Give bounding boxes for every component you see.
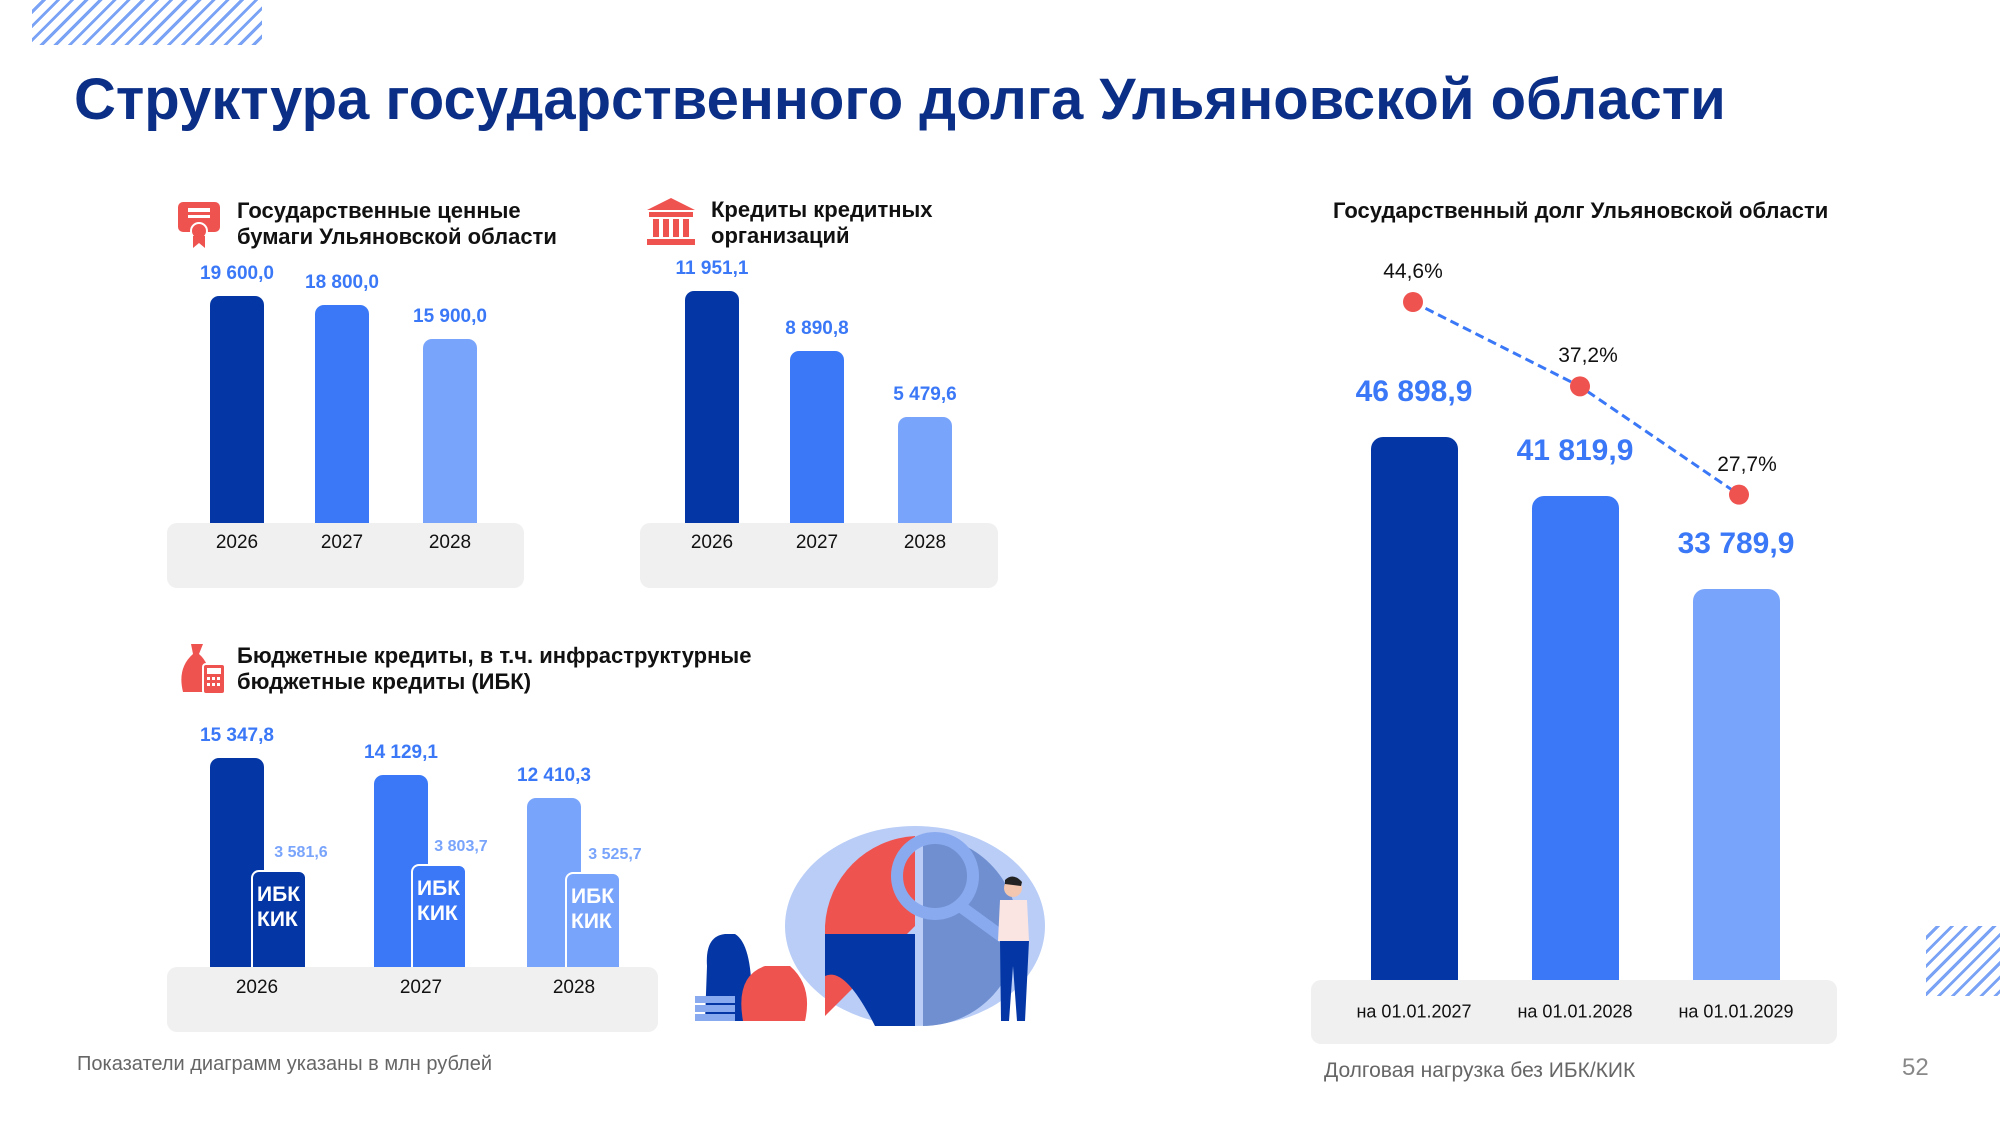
money-bag-calculator-icon: [179, 642, 227, 699]
ibk-kik-value-label: 3 581,6: [274, 844, 328, 862]
chart2-axis-band: [640, 523, 998, 588]
bank-loans-category-label: 2026: [690, 532, 734, 553]
debt-value-label: 46 898,9: [1355, 374, 1473, 408]
debt-load-label: 27,7%: [1717, 452, 1777, 476]
page-number: 52: [1902, 1054, 1929, 1081]
chart4-title: Государственный долг Ульяновской области: [1333, 198, 1829, 223]
budget-loans-value-label: 15 347,8: [200, 725, 274, 747]
securities-value-label: 19 600,0: [200, 262, 274, 284]
debt-category-label: на 01.01.2029: [1678, 1001, 1794, 1022]
securities-value-label: 15 900,0: [413, 305, 487, 327]
chart3-title: Бюджетные кредиты, в т.ч. инфраструктурн…: [237, 643, 752, 694]
chart3-axis-band: [167, 967, 658, 1032]
ibk-kik-value-label: 3 803,7: [434, 838, 488, 856]
debt-value-label: 41 819,9: [1516, 433, 1634, 467]
debt-bar: [1371, 436, 1458, 980]
footnote-debt-load: Долговая нагрузка без ИБК/КИК: [1324, 1059, 1636, 1082]
debt-value-label: 33 789,9: [1677, 526, 1795, 560]
bank-icon: [645, 196, 697, 251]
securities-category-label: 2028: [428, 532, 472, 553]
bank-loans-value-label: 5 479,6: [893, 383, 957, 405]
ibk-kik-bar-text: ИБК: [257, 883, 301, 907]
debt-load-point: [1729, 484, 1749, 505]
ibk-kik-bar-text: ИБК: [571, 884, 615, 908]
page-title: Структура государственного долга Ульянов…: [74, 67, 1726, 132]
decor-hatch-bottom: [1926, 926, 2000, 996]
debt-bar: [1693, 588, 1780, 980]
ibk-kik-bar: ИБК КИК: [251, 870, 307, 967]
chart1-title: Государственные ценные бумаги Ульяновско…: [237, 198, 557, 249]
ibk-kik-bar: ИБК КИК: [411, 864, 467, 967]
securities-bar: [315, 304, 369, 523]
certificate-icon: [176, 198, 222, 253]
chart1-axis-band: [167, 523, 524, 588]
ibk-kik-bar-text: КИК: [571, 909, 612, 933]
budget-loans-category-label: 2028: [552, 977, 596, 998]
bank-loans-value-label: 8 890,8: [785, 317, 849, 339]
budget-loans-value-label: 14 129,1: [364, 741, 438, 763]
ibk-kik-bar-text: КИК: [417, 902, 458, 926]
securities-bar: [423, 338, 477, 523]
bank-loans-bar: [685, 291, 739, 523]
debt-load-label: 44,6%: [1383, 260, 1443, 283]
debt-category-label: на 01.01.2028: [1517, 1001, 1633, 1022]
securities-category-label: 2026: [215, 532, 259, 553]
bank-loans-value-label: 11 951,1: [675, 258, 749, 280]
analytics-illustration: [695, 816, 1045, 1036]
bank-loans-bar: [790, 350, 844, 523]
debt-bar: [1532, 495, 1619, 980]
budget-loans-category-label: 2027: [399, 977, 443, 998]
budget-loans-value-label: 12 410,3: [517, 765, 591, 787]
securities-value-label: 18 800,0: [305, 271, 379, 293]
budget-loans-category-label: 2026: [235, 977, 279, 998]
debt-load-point: [1570, 376, 1590, 397]
chart2-title: Кредиты кредитных организаций: [711, 197, 933, 248]
securities-category-label: 2027: [320, 532, 364, 553]
bank-loans-category-label: 2028: [903, 532, 947, 553]
ibk-kik-value-label: 3 525,7: [588, 845, 642, 863]
bank-loans-category-label: 2027: [795, 532, 839, 553]
decor-hatch-top: [32, 0, 262, 45]
debt-load-label: 37,2%: [1558, 344, 1618, 368]
ibk-kik-bar-text: КИК: [257, 908, 298, 932]
debt-category-label: на 01.01.2027: [1356, 1001, 1472, 1022]
ibk-kik-bar-text: ИБК: [417, 877, 461, 901]
bank-loans-bar: [898, 416, 952, 523]
debt-load-line-path: [1412, 300, 1740, 496]
chart4-axis-band: [1311, 980, 1837, 1044]
debt-load-point: [1403, 292, 1423, 312]
ibk-kik-bar: ИБК КИК: [565, 871, 621, 967]
footnote-units: Показатели диаграмм указаны в млн рублей: [77, 1053, 492, 1075]
securities-bar: [210, 295, 264, 523]
